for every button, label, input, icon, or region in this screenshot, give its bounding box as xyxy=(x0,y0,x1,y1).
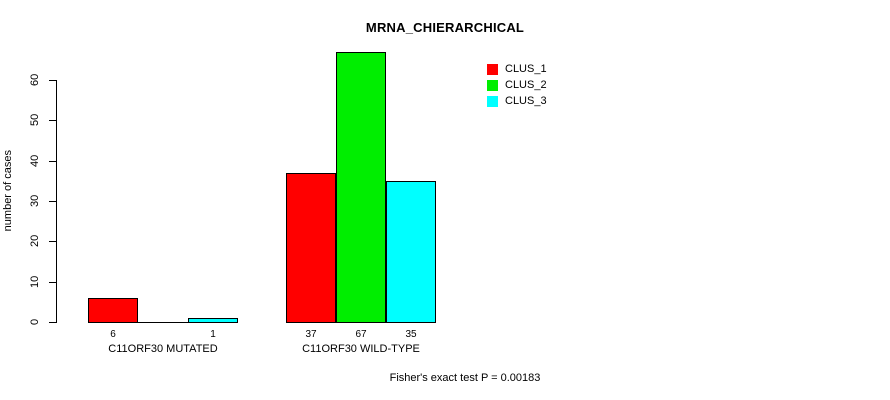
legend-swatch-icon xyxy=(487,79,498,91)
legend-swatch-icon xyxy=(487,63,498,75)
legend-item: CLUS_2 xyxy=(487,77,597,93)
y-axis-tick-label: 0 xyxy=(29,318,41,326)
group-label: C11ORF30 WILD-TYPE xyxy=(302,343,420,355)
legend-item: CLUS_1 xyxy=(487,61,597,77)
legend-label: CLUS_2 xyxy=(505,78,547,91)
bar xyxy=(386,180,436,323)
group-axis-line xyxy=(88,322,238,323)
y-axis-tick xyxy=(49,160,56,162)
group-label: C11ORF30 MUTATED xyxy=(108,343,218,355)
bar-value-label: 6 xyxy=(110,329,116,340)
bar-value-label: 67 xyxy=(355,329,367,340)
y-axis-tick xyxy=(49,120,56,122)
y-axis-tick-label: 60 xyxy=(29,73,41,87)
y-axis-tick-label: 30 xyxy=(29,194,41,208)
bar xyxy=(336,51,386,323)
y-axis-tick xyxy=(49,322,56,323)
y-axis-tick-label: 50 xyxy=(29,114,41,127)
footer-annotation: Fisher's exact test P = 0.00183 xyxy=(389,372,541,384)
bar xyxy=(286,172,336,323)
y-axis-title: number of cases xyxy=(2,150,14,232)
y-axis-tick-label: 20 xyxy=(29,235,41,248)
legend-item: CLUS_3 xyxy=(487,93,597,109)
bar-value-label: 1 xyxy=(210,329,216,340)
y-axis-tick xyxy=(49,80,56,82)
bar-value-label: 37 xyxy=(305,329,317,340)
y-axis-tick xyxy=(49,281,56,283)
group-axis-line xyxy=(286,322,436,323)
chart-legend: CLUS_1 CLUS_2 CLUS_3 xyxy=(487,61,597,109)
legend-label: CLUS_1 xyxy=(505,62,547,75)
y-axis-line xyxy=(56,80,57,323)
legend-label: CLUS_3 xyxy=(505,94,547,107)
y-axis-tick xyxy=(49,201,56,202)
y-axis-tick-label: 40 xyxy=(29,154,41,167)
bar xyxy=(88,297,138,323)
bar-value-label: 35 xyxy=(405,329,417,340)
chart-title: MRNA_CHIERARCHICAL xyxy=(365,20,525,35)
legend-swatch-icon xyxy=(487,95,498,107)
y-axis-tick xyxy=(49,241,56,243)
y-axis-tick-label: 10 xyxy=(29,275,41,288)
